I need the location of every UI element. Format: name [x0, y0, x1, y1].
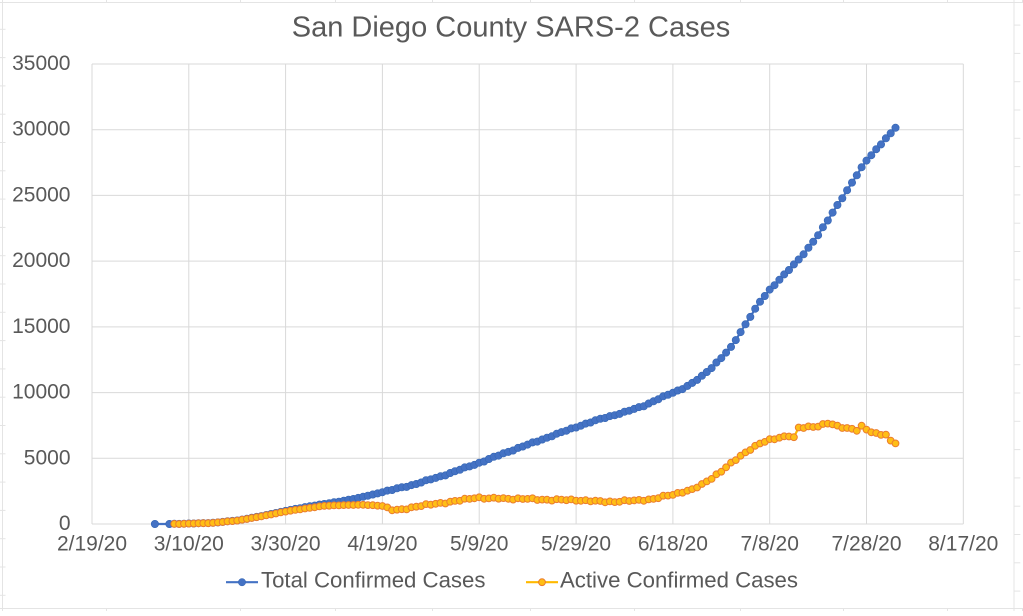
svg-text:20000: 20000: [12, 249, 70, 272]
svg-text:35000: 35000: [12, 52, 70, 75]
svg-text:Total Confirmed Cases: Total Confirmed Cases: [261, 568, 485, 593]
svg-text:8/17/20: 8/17/20: [928, 533, 998, 556]
svg-text:6/18/20: 6/18/20: [638, 533, 708, 556]
svg-text:0: 0: [59, 512, 71, 535]
svg-text:15000: 15000: [12, 315, 70, 338]
svg-text:San Diego County SARS-2 Cases: San Diego County SARS-2 Cases: [292, 12, 730, 44]
svg-text:5/29/20: 5/29/20: [541, 533, 611, 556]
svg-text:10000: 10000: [12, 381, 70, 404]
svg-text:3/10/20: 3/10/20: [154, 533, 224, 556]
svg-text:3/30/20: 3/30/20: [251, 533, 321, 556]
svg-text:5000: 5000: [24, 446, 71, 469]
svg-text:2/19/20: 2/19/20: [57, 533, 127, 556]
svg-text:7/8/20: 7/8/20: [741, 533, 799, 556]
svg-text:30000: 30000: [12, 118, 70, 141]
svg-text:Active Confirmed Cases: Active Confirmed Cases: [560, 568, 798, 593]
svg-text:4/19/20: 4/19/20: [347, 533, 417, 556]
svg-text:5/9/20: 5/9/20: [450, 533, 508, 556]
svg-text:7/28/20: 7/28/20: [831, 533, 901, 556]
svg-text:25000: 25000: [12, 183, 70, 206]
